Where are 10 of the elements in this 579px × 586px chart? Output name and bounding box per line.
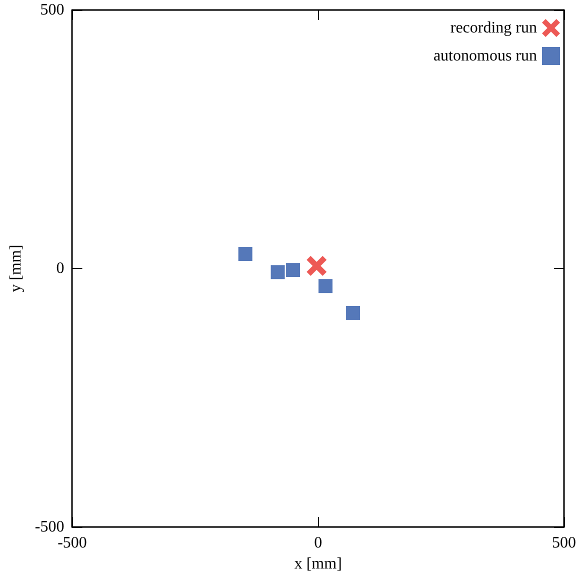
y-axis-title: y [mm] xyxy=(8,244,24,292)
y-tick-label: -500 xyxy=(34,518,64,536)
x-axis-title: x [mm] xyxy=(294,555,342,572)
y-tick-label: 0 xyxy=(56,260,64,277)
x-tick-label: 0 xyxy=(314,534,322,552)
x-tick-label: 500 xyxy=(552,534,576,552)
legend-label: autonomous run xyxy=(433,48,537,64)
legend-label: recording run xyxy=(450,20,537,36)
y-tick-label: 500 xyxy=(40,2,64,18)
x-tick-label: -500 xyxy=(58,534,87,552)
